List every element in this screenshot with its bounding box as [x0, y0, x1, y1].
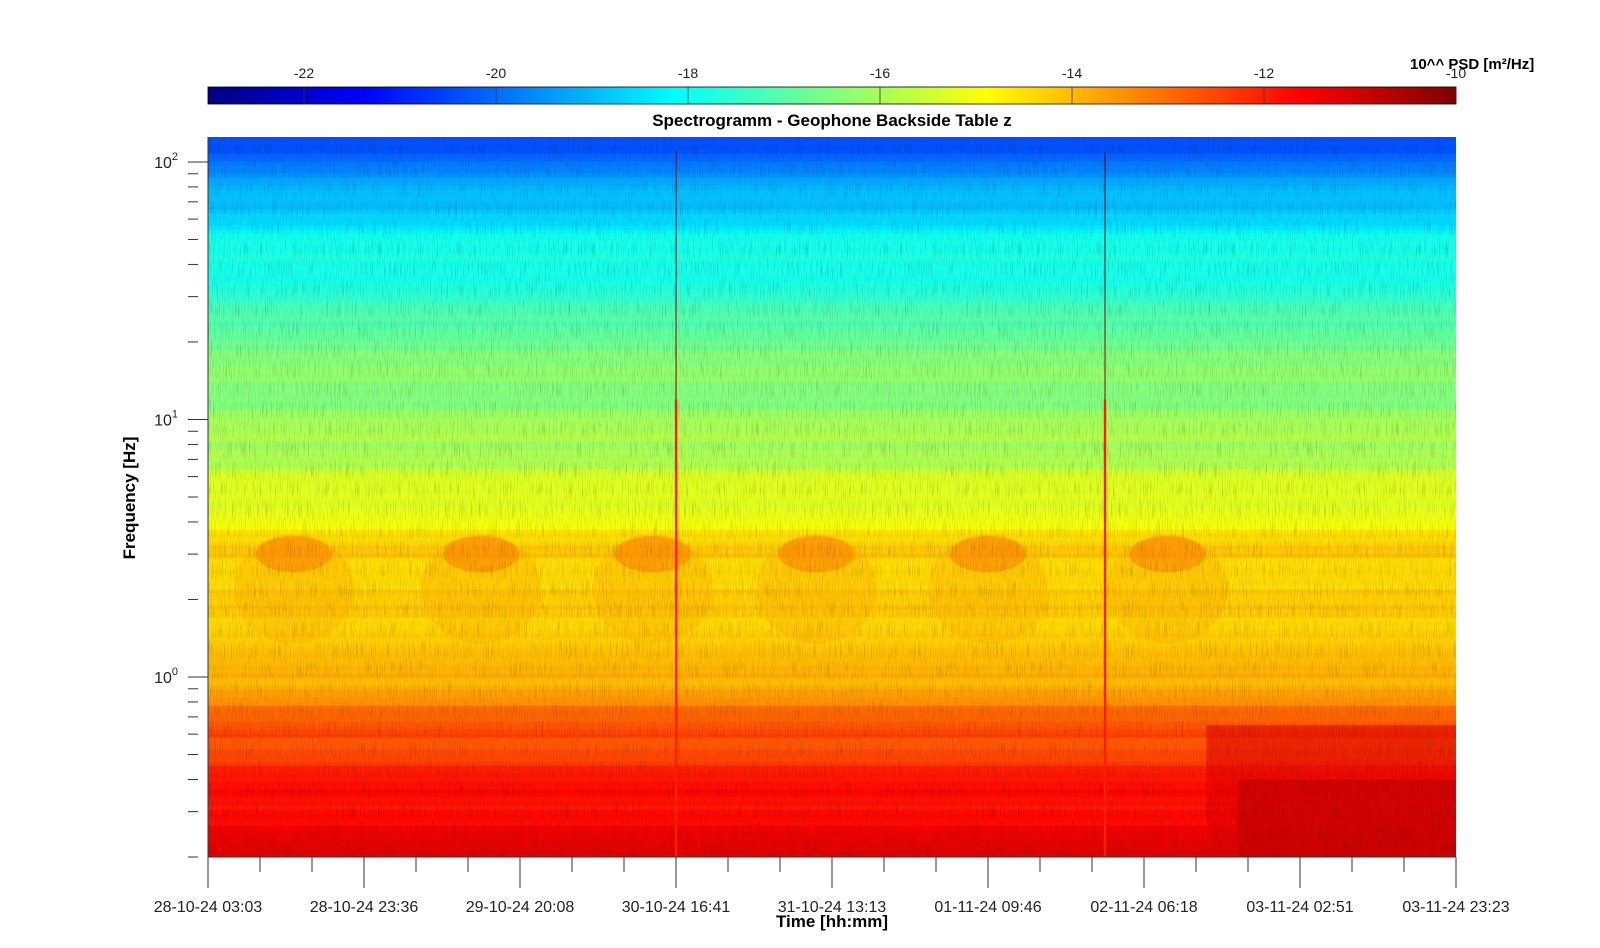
x-axis-label: Time [hh:mm]: [775, 912, 889, 931]
x-tick-label: 01-11-24 09:46: [934, 899, 1041, 916]
colorbar-tick-label: -10: [1446, 65, 1466, 81]
colorbar: -22 -20 -18 -16 -14 -12 -10: [207, 65, 1466, 105]
plot-area: [208, 137, 1456, 857]
colorbar-label: 10^^ PSD [m²/Hz]: [1410, 56, 1535, 73]
heatmap-texture: [208, 137, 1456, 857]
x-tick-label: 28-10-24 23:36: [310, 899, 419, 916]
colorbar-tick-label: -22: [294, 65, 314, 81]
x-tick-label: 28-10-24 03:03: [154, 899, 263, 916]
colorbar-tick-label: -20: [486, 65, 506, 81]
x-tick-label: 29-10-24 20:08: [466, 899, 575, 916]
x-tick-label: 03-11-24 23:23: [1402, 899, 1509, 916]
x-tick-label: 31-10-24 13:13: [778, 899, 887, 916]
x-tick-label: 02-11-24 06:18: [1090, 899, 1197, 916]
y-tick-label: 101: [154, 408, 178, 429]
colorbar-tick-label: -12: [1254, 65, 1274, 81]
colorbar-gradient: [207, 86, 1457, 105]
colorbar-tick-label: -14: [1062, 65, 1082, 81]
chart-title: Spectrogramm - Geophone Backside Table z: [652, 111, 1012, 130]
y-tick-label: 102: [154, 151, 178, 172]
y-axis: 100 101 102: [154, 137, 209, 858]
x-axis: 28-10-24 03:03 28-10-24 23:36 29-10-24 20:…: [154, 856, 1510, 916]
y-tick-label: 100: [154, 666, 178, 687]
x-tick-label: 30-10-24 16:41: [622, 899, 731, 916]
colorbar-tick-label: -18: [678, 65, 698, 81]
x-tick-label: 03-11-24 02:51: [1246, 899, 1353, 916]
colorbar-tick-label: -16: [870, 65, 890, 81]
transient-events: [674, 151, 1107, 857]
y-axis-label: Frequency [Hz]: [120, 436, 139, 560]
